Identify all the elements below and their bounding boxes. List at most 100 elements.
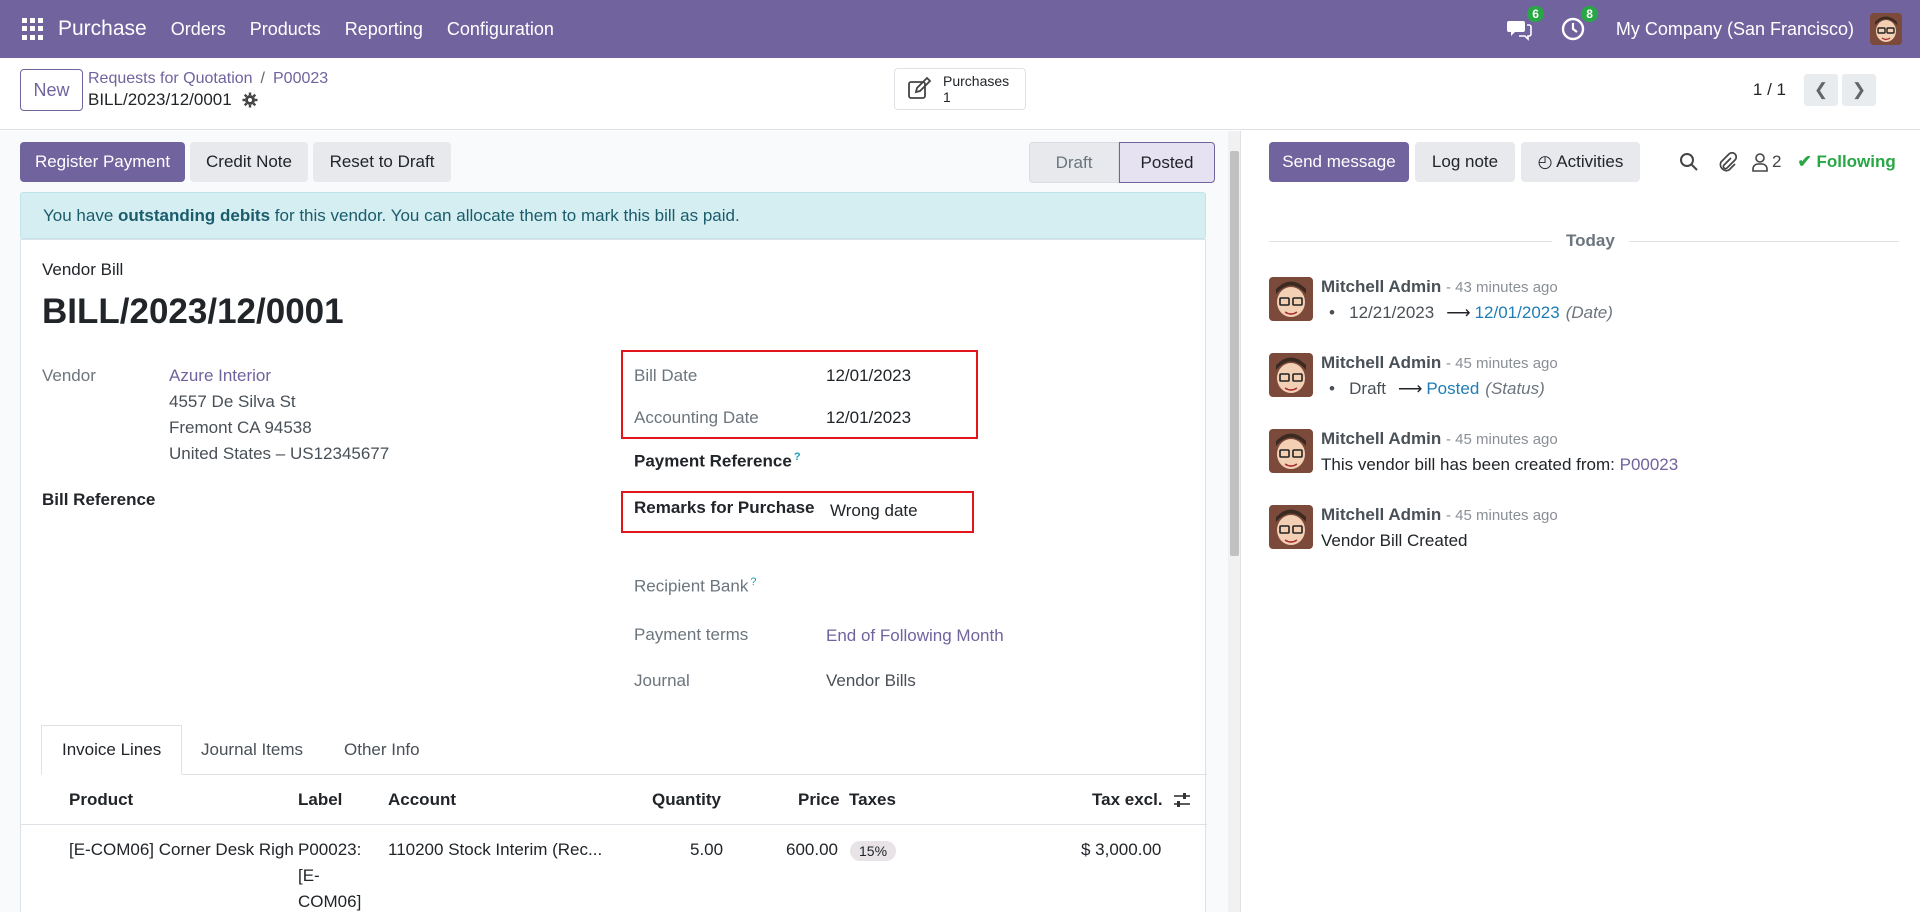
row-account[interactable]: 110200 Stock Interim (Rec... [388,840,603,859]
journal-value[interactable]: Vendor Bills [826,671,916,690]
tab-other-info[interactable]: Other Info [344,740,420,759]
row-product[interactable]: [E-COM06] Corner Desk Righ [69,840,294,859]
row-label-line1[interactable]: P00023: [298,840,362,859]
pager-previous-icon[interactable]: ❮ [1804,74,1838,106]
column-taxes[interactable]: Taxes [849,790,896,809]
control-panel: New Requests for Quotation / P00023 BILL/2… [0,58,1920,130]
activities-clock-icon[interactable]: 8 [1560,6,1598,42]
followers-count[interactable]: 2 [1772,152,1782,171]
pager: 1 / 1 ❮ ❯ [1753,74,1876,106]
tab-invoice-lines[interactable]: Invoice Lines [41,725,183,775]
message-time: - 45 minutes ago [1446,355,1558,372]
gear-icon[interactable] [242,92,258,108]
form-sheet: Vendor Bill BILL/2023/12/0001 Vendor Azu… [20,239,1207,912]
pager-next-icon[interactable]: ❯ [1842,74,1876,106]
column-label[interactable]: Label [298,790,343,809]
breadcrumb: Requests for Quotation / P00023 [88,70,328,88]
author-name[interactable]: Mitchell Admin [1321,505,1442,524]
status-posted[interactable]: Posted [1119,142,1215,183]
search-icon[interactable] [1679,152,1699,172]
row-label-line2[interactable]: [E- [298,866,320,885]
payment-terms-value[interactable]: End of Following Month [826,626,1004,645]
menu-orders[interactable]: Orders [170,18,226,39]
tab-journal-items[interactable]: Journal Items [201,740,304,759]
author-name[interactable]: Mitchell Admin [1321,353,1442,372]
breadcrumb-po[interactable]: P00023 [273,70,329,87]
help-icon[interactable]: ? [750,576,757,588]
author-avatar[interactable] [1269,353,1313,397]
row-price[interactable]: 600.00 [786,840,838,859]
new-button[interactable]: New [20,69,83,111]
remarks-label: Remarks for Purchase [634,498,815,517]
send-message-button[interactable]: Send message [1269,142,1409,182]
status-draft[interactable]: Draft [1029,142,1119,183]
following-toggle[interactable]: ✔ Following [1797,152,1895,172]
field-name: (Date) [1565,303,1613,322]
vendor-address-line3: United States – US12345677 [169,444,390,463]
journal-label: Journal [634,671,690,690]
vendor-address-line2: Fremont CA 94538 [169,418,312,437]
accounting-date-value[interactable]: 12/01/2023 [826,408,912,427]
vendor-label: Vendor [42,366,96,385]
menu-configuration[interactable]: Configuration [446,18,554,39]
bill-date-value[interactable]: 12/01/2023 [826,366,912,385]
column-tax-excl[interactable]: Tax excl. [1092,790,1163,809]
author-avatar[interactable] [1269,429,1313,473]
breadcrumb-rfq[interactable]: Requests for Quotation [88,70,253,87]
bullet-icon: • [1329,303,1335,322]
old-value: Draft [1349,379,1386,398]
column-quantity[interactable]: Quantity [652,790,721,809]
author-avatar[interactable] [1269,277,1313,321]
user-avatar[interactable] [1870,13,1902,45]
row-subtotal: $ 3,000.00 [1081,840,1162,859]
field-name: (Status) [1485,379,1545,398]
message-time: - 45 minutes ago [1446,431,1558,448]
pager-value[interactable]: 1 / 1 [1752,80,1786,99]
today-label: Today [1552,231,1629,251]
dates-highlight-box [621,350,978,439]
remarks-value[interactable]: Wrong date [830,501,918,520]
messages-icon[interactable]: 6 [1506,6,1544,42]
payment-reference-label: Payment Reference? [634,451,801,472]
menu-reporting[interactable]: Reporting [344,18,423,39]
alert-bold: outstanding debits [118,206,271,225]
help-icon[interactable]: ? [793,451,801,463]
message-body: Vendor Bill Created [1321,531,1468,550]
author-name[interactable]: Mitchell Admin [1321,277,1442,296]
column-account[interactable]: Account [388,790,456,809]
message-link[interactable]: P00023 [1619,455,1679,474]
smart-button-count: 1 [943,89,951,105]
tracking-change: • 12/21/2023 ⟶ 12/01/2023 (Date) [1329,303,1613,323]
remarks-highlight-box [621,491,974,533]
app-name[interactable]: Purchase [58,17,147,40]
reset-to-draft-button[interactable]: Reset to Draft [313,142,451,182]
record-name-text: BILL/2023/12/0001 [88,90,232,109]
activities-label: Activities [1556,152,1624,171]
message-time: - 45 minutes ago [1446,507,1558,524]
credit-note-button[interactable]: Credit Note [190,142,308,182]
row-label-line3[interactable]: COM06] [298,892,362,911]
row-quantity[interactable]: 5.00 [690,840,724,859]
followers-user-icon[interactable] [1751,152,1769,172]
purchases-smart-button[interactable]: Purchases 1 [894,68,1026,110]
activities-button[interactable]: ◴ Activities [1521,142,1640,182]
form-scrollbar-thumb[interactable] [1230,151,1239,556]
author-name[interactable]: Mitchell Admin [1321,429,1442,448]
apps-menu-icon[interactable] [22,18,44,40]
log-note-button[interactable]: Log note [1415,142,1515,182]
paperclip-icon[interactable] [1717,152,1737,172]
bill-reference-label: Bill Reference [42,490,156,509]
author-avatar[interactable] [1269,505,1313,549]
column-price[interactable]: Price [798,790,840,809]
register-payment-button[interactable]: Register Payment [20,142,185,182]
edit-icon [908,77,932,99]
row-tax-badge[interactable]: 15% [850,841,897,861]
invoice-lines-header: Product Label Account Quantity Price Tax… [21,774,1207,825]
optional-columns-icon[interactable] [1173,792,1191,808]
column-product[interactable]: Product [69,790,134,809]
check-icon: ✔ [1797,152,1812,171]
company-switcher[interactable]: My Company (San Francisco) [1615,18,1854,39]
vendor-name[interactable]: Azure Interior [169,366,272,385]
menu-products[interactable]: Products [249,18,321,39]
old-value: 12/21/2023 [1349,303,1435,322]
